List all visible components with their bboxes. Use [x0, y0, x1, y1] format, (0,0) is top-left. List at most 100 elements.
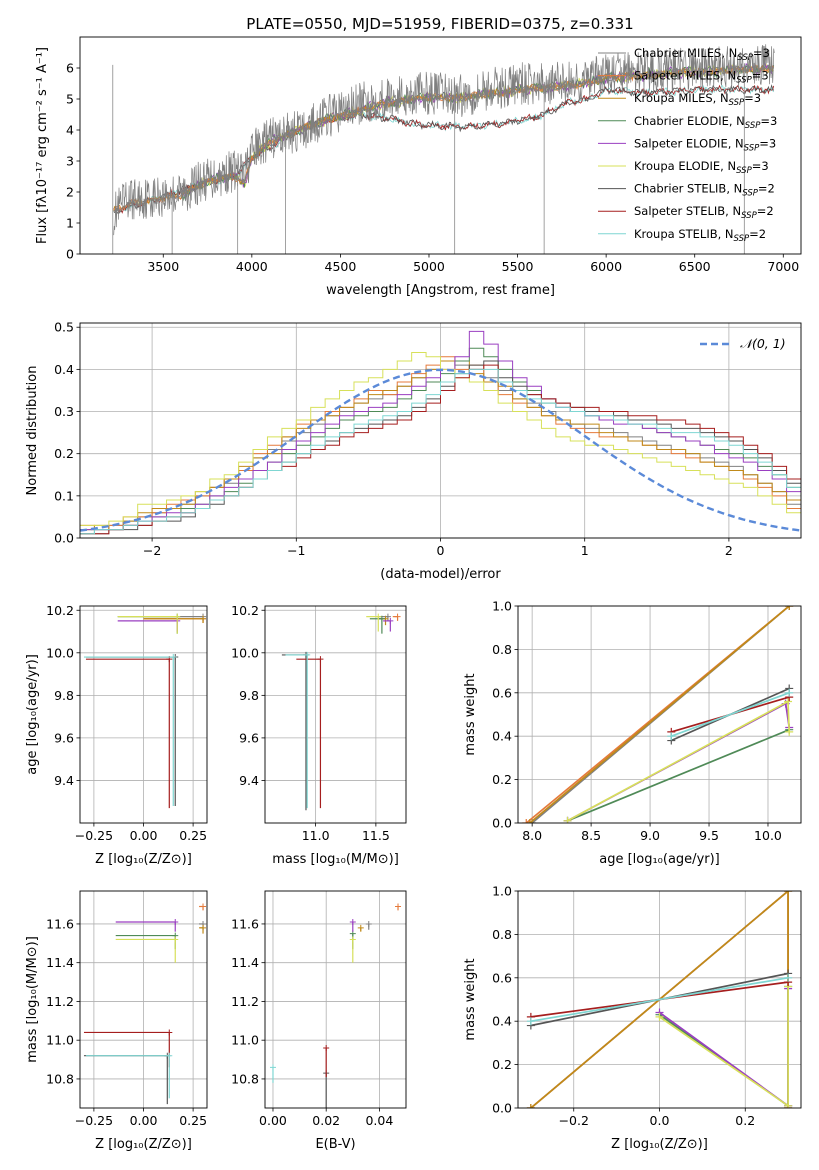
y-tick-label: 9.8: [54, 688, 74, 703]
x-tick-label: 0.02: [312, 1113, 340, 1128]
data-point-marker: [166, 1029, 173, 1036]
y-tick-label: 10.2: [46, 603, 74, 618]
x-tick-label: 6500: [679, 259, 711, 274]
histogram-step-line: [80, 368, 801, 535]
x-tick-label: 4500: [325, 259, 357, 274]
data-point-marker: [170, 654, 177, 661]
legend-text: Salpeter MILES, N: [634, 69, 736, 83]
x-tick-label: 5000: [413, 259, 445, 274]
mass-weight-line: [567, 728, 790, 822]
data-point-marker: [378, 615, 385, 622]
y-tick-label: 1.0: [492, 884, 512, 899]
legend-text: Chabrier STELIB, N: [634, 182, 742, 196]
y-tick-label: 10.8: [46, 1071, 74, 1086]
x-tick-label: −0.25: [75, 1113, 113, 1128]
x-tick-label: 8.5: [581, 828, 601, 843]
axes-frame: [264, 605, 407, 824]
mass-weight-marker: [525, 819, 534, 823]
legend-entry: Kroupa ELODIE, NSSP=3: [634, 159, 769, 176]
observed-spectrum-line: [113, 44, 775, 236]
y-tick-label: 9.4: [239, 773, 259, 788]
y-tick-label: 0.4: [492, 729, 512, 744]
y-tick-label: 0.0: [54, 531, 74, 546]
data-point-marker: [200, 924, 207, 931]
mass-weight-line: [671, 692, 790, 737]
mass-weight-marker: [784, 697, 793, 706]
mass-weight-line: [659, 986, 789, 1108]
data-point-marker: [200, 903, 207, 910]
x-tick-label: 9.0: [640, 828, 660, 843]
y-tick-label: 10.2: [231, 603, 259, 618]
data-point-marker: [166, 1052, 173, 1059]
residuals-axes: −2 −1 0 1 2 0.0 0.1 0.2 0.3 0.4 0.5 (data-model)/er…: [25, 320, 801, 582]
y-tick-label: 11.6: [231, 916, 259, 931]
data-point-marker: [357, 924, 364, 931]
age-vs-Z-marks: [83, 613, 207, 809]
y-tick-label: 0.2: [492, 772, 512, 787]
mass-weight-line: [659, 988, 789, 1108]
x-tick-label: 3500: [147, 259, 179, 274]
y-tick-label: 0.6: [492, 970, 512, 985]
mass-vs-Z-marks: [83, 903, 207, 1105]
mass-vs-Z-axes: −0.25 0.00 0.25 10.8 11.0 11.2 11.4 11.6 Z [log₁…: [25, 891, 207, 1152]
mass-weight-marker: [785, 688, 794, 697]
legend-text: Chabrier MILES, N: [634, 46, 737, 60]
mass-weight-marker: [784, 891, 793, 895]
axes-frame: [79, 36, 802, 255]
residuals-marks: [80, 330, 801, 535]
x-tick-label: −2: [143, 543, 161, 558]
spectrum-axes: 3500 4000 4500 5000 5500 6000 6500 7000 0 1 2 3 4 5 6 w…: [35, 47, 799, 298]
y-tick-label: 11.4: [46, 955, 74, 970]
data-point-marker: [269, 1064, 276, 1071]
massweight-vs-age-axes: 8.0 8.5 9.0 9.5 10.0 0.0 0.2 0.4 0.6 0.8 1.0 age [l…: [463, 599, 801, 867]
age-vs-mass-marks: [281, 613, 401, 811]
data-point-marker: [172, 936, 179, 943]
y-tick-label: 1.0: [492, 599, 512, 614]
y-tick-label: 0.3: [54, 404, 74, 419]
x-tick-label: 0.25: [179, 828, 207, 843]
data-point-marker: [365, 920, 372, 927]
y-tick-label: 9.4: [54, 773, 74, 788]
data-point-marker: [349, 919, 356, 925]
y-tick-label: 0.4: [54, 362, 74, 377]
age-vs-Z-axes: −0.25 0.00 0.25 9.4 9.6 9.8 10.0 10.2 Z [log₁₀(Z…: [25, 603, 207, 867]
mass-weight-marker: [522, 819, 531, 823]
axes-frame: [264, 890, 407, 1109]
legend-entry: Salpeter ELODIE, NSSP=3: [634, 136, 776, 153]
data-point-marker: [304, 651, 311, 658]
legend-sub: SSP: [729, 98, 745, 108]
x-axis-label: Z [log₁₀(Z/Z⊙)]: [95, 852, 192, 867]
x-tick-label: −0.25: [75, 828, 113, 843]
y-axis-label: mass [log₁₀(M/M⊙)]: [25, 936, 40, 1063]
legend-entry: Salpeter MILES, NSSP=3: [634, 69, 769, 86]
y-tick-label: 10.8: [231, 1071, 259, 1086]
data-point-marker: [394, 613, 401, 620]
gaussian-curve: [80, 368, 801, 532]
x-tick-label: 0.25: [179, 1113, 207, 1128]
y-tick-label: 11.4: [231, 955, 259, 970]
y-axis-label: Flux [fλ10⁻¹⁷ erg cm⁻² s⁻¹ A⁻¹]: [35, 47, 50, 244]
y-tick-label: 1: [66, 216, 74, 231]
x-tick-label: 2: [725, 543, 733, 558]
x-tick-label: 0.2: [735, 1113, 755, 1128]
mass-weight-marker: [526, 1017, 535, 1026]
legend-sub: SSP: [734, 234, 750, 244]
legend-text: Kroupa MILES, N: [634, 91, 729, 105]
legend-value: =3: [744, 91, 761, 105]
legend-value: =2: [757, 204, 774, 218]
x-tick-label: 0.04: [365, 1113, 393, 1128]
legend-entry: Chabrier MILES, NSSP=3: [634, 46, 770, 63]
legend-value: =2: [758, 182, 775, 196]
x-axis-label: Z [log₁₀(Z/Z⊙)]: [611, 1137, 708, 1152]
mass-weight-marker: [785, 606, 794, 610]
legend-text: Kroupa STELIB, N: [634, 227, 734, 241]
data-point-marker: [349, 936, 356, 943]
y-tick-label: 6: [66, 61, 74, 76]
legend-text: Chabrier ELODIE, N: [634, 114, 745, 128]
data-point-marker: [172, 919, 179, 925]
massweight-vs-age-marks: [522, 606, 794, 823]
x-axis-label: Z [log₁₀(Z/Z⊙)]: [95, 1137, 192, 1152]
legend-sub: SSP: [736, 166, 752, 176]
x-tick-label: 0: [437, 543, 445, 558]
x-tick-label: 4000: [236, 259, 268, 274]
